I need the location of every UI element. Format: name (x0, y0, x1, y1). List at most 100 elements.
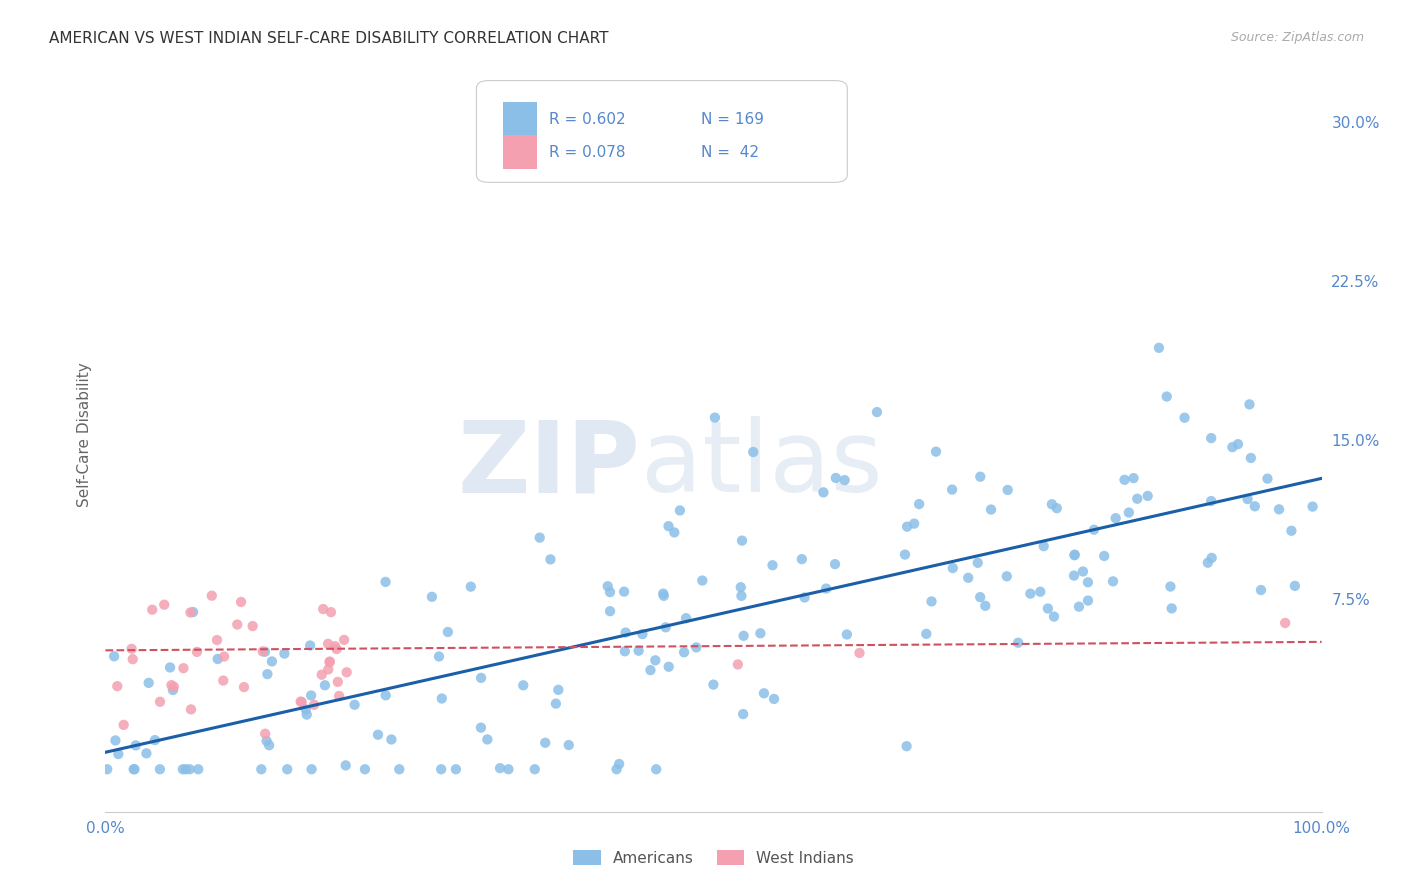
Point (233, 680, 256, 694)
Point (824, 471, 846, 485)
Point (226, 617, 249, 632)
Point (1250, 582, 1272, 597)
Point (652, 589, 675, 603)
Point (291, 695, 314, 709)
Point (104, 733, 127, 747)
Point (1063, 568, 1085, 582)
Point (328, 689, 350, 703)
Point (1102, 574, 1125, 589)
Point (654, 620, 676, 634)
Point (489, 761, 512, 775)
Point (254, 727, 277, 741)
Point (957, 571, 980, 585)
Point (430, 691, 453, 706)
Point (311, 667, 333, 681)
Point (367, 728, 389, 742)
Point (162, 683, 184, 698)
Point (1199, 431, 1222, 445)
Point (179, 606, 201, 620)
Point (260, 655, 283, 669)
Point (1118, 506, 1140, 520)
Point (159, 660, 181, 674)
Point (815, 582, 838, 596)
Point (121, 652, 143, 666)
Point (1226, 437, 1249, 451)
Point (1156, 390, 1178, 404)
Point (1071, 565, 1094, 579)
Point (1063, 548, 1085, 562)
Point (669, 503, 692, 517)
Point (318, 655, 340, 669)
Point (187, 762, 209, 776)
Point (153, 598, 176, 612)
Point (606, 762, 628, 776)
Point (848, 646, 870, 660)
Point (343, 698, 366, 712)
Text: Source: ZipAtlas.com: Source: ZipAtlas.com (1230, 31, 1364, 45)
Point (1083, 523, 1105, 537)
Point (470, 671, 492, 685)
Point (547, 682, 569, 697)
Point (1067, 599, 1090, 614)
Point (512, 678, 534, 692)
FancyBboxPatch shape (503, 136, 537, 169)
Text: AMERICAN VS WEST INDIAN SELF-CARE DISABILITY CORRELATION CHART: AMERICAN VS WEST INDIAN SELF-CARE DISABI… (49, 31, 609, 46)
Point (294, 702, 316, 716)
Point (730, 589, 752, 603)
Point (1043, 609, 1066, 624)
Point (749, 626, 772, 640)
Point (1197, 556, 1219, 570)
Point (380, 732, 402, 747)
Point (1114, 473, 1136, 487)
Point (420, 590, 443, 604)
Point (645, 762, 668, 776)
Point (866, 405, 889, 419)
Point (925, 444, 948, 458)
Point (323, 639, 346, 653)
Point (675, 611, 697, 625)
Point (702, 677, 724, 691)
Point (212, 673, 235, 688)
Point (1136, 489, 1159, 503)
Point (903, 516, 925, 531)
Text: atlas: atlas (641, 417, 882, 514)
Point (319, 655, 342, 669)
Point (256, 734, 278, 748)
Point (761, 558, 783, 573)
Point (252, 644, 274, 658)
Point (613, 644, 636, 658)
Point (299, 689, 322, 703)
Point (664, 525, 686, 540)
Text: R = 0.602: R = 0.602 (550, 112, 626, 127)
Point (257, 738, 280, 752)
Point (205, 633, 228, 648)
Legend: Americans, West Indians: Americans, West Indians (567, 844, 860, 871)
Point (312, 602, 335, 616)
Point (631, 627, 654, 641)
Point (896, 519, 918, 533)
Point (730, 580, 752, 594)
Point (1032, 539, 1054, 553)
Point (256, 667, 278, 681)
Point (180, 702, 202, 716)
Point (319, 605, 342, 619)
Point (172, 661, 194, 675)
Point (614, 625, 637, 640)
Point (763, 692, 786, 706)
Point (703, 410, 725, 425)
Point (1201, 550, 1223, 565)
Point (1302, 500, 1324, 514)
Point (894, 548, 917, 562)
Point (1174, 410, 1197, 425)
FancyBboxPatch shape (503, 103, 537, 136)
Point (163, 680, 186, 694)
Point (658, 659, 681, 673)
Point (326, 674, 349, 689)
Point (733, 707, 755, 722)
Point (673, 645, 696, 659)
Point (1159, 580, 1181, 594)
Point (613, 584, 636, 599)
Point (290, 694, 312, 708)
Point (316, 662, 339, 676)
Point (125, 739, 148, 753)
